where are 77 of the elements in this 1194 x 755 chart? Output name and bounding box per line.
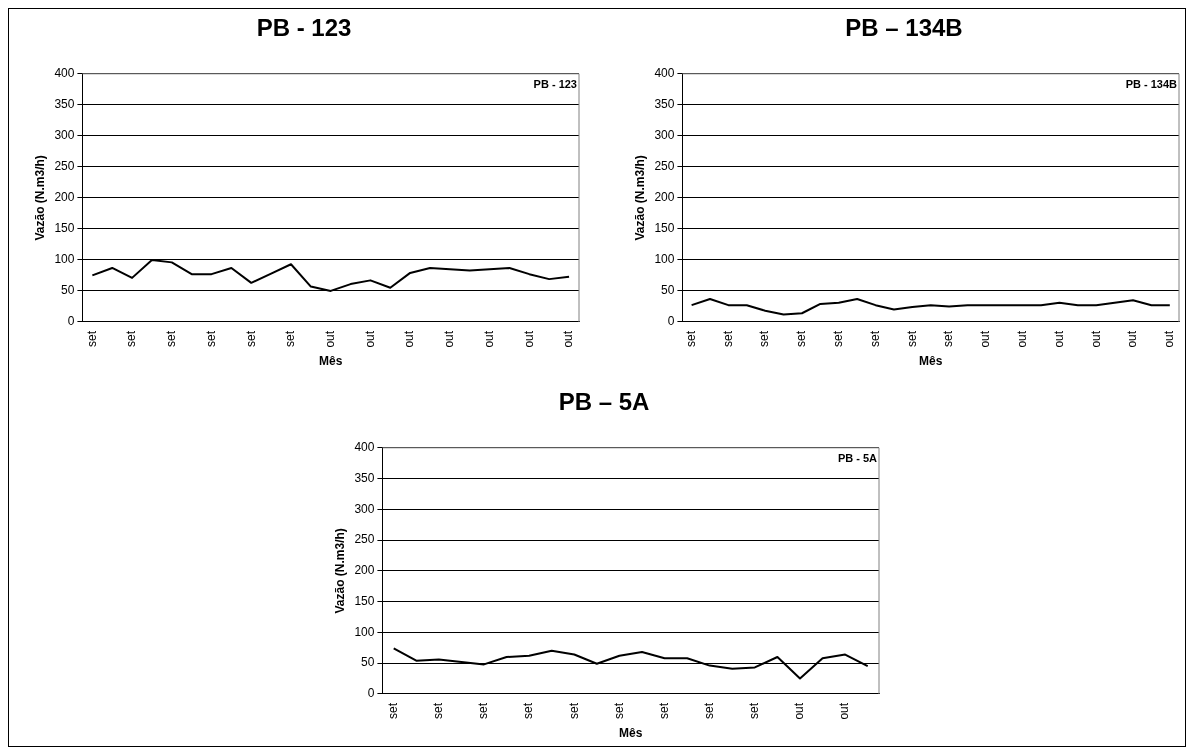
y-tick-label: 400: [354, 440, 375, 455]
x-tick-label: set: [124, 330, 139, 347]
y-tick-label: 100: [354, 624, 375, 639]
x-tick-label: set: [283, 330, 298, 347]
x-tick-label: out: [362, 330, 377, 348]
y-tick-label: 250: [54, 159, 75, 174]
x-tick-label: set: [521, 702, 536, 719]
y-tick-label: 150: [54, 221, 75, 236]
x-tick-label: set: [431, 702, 446, 719]
x-tick-label: out: [521, 330, 536, 348]
x-tick-label: set: [243, 330, 258, 347]
chart-title: PB - 123: [256, 14, 352, 42]
chart-title: PB – 5A: [558, 388, 650, 416]
y-tick-label: 300: [654, 128, 675, 143]
x-axis-title: Mês: [319, 354, 343, 369]
y-tick-label: 150: [654, 221, 675, 236]
y-tick-label: 250: [654, 159, 675, 174]
y-tick-label: 300: [354, 501, 375, 516]
y-tick-label: 50: [361, 655, 375, 670]
x-tick-label: set: [747, 702, 762, 719]
x-tick-label: set: [794, 330, 809, 347]
x-tick-label: out: [837, 702, 852, 720]
y-tick-label: 250: [354, 532, 375, 547]
y-tick-label: 0: [367, 686, 375, 701]
y-tick-label: 50: [61, 283, 75, 298]
y-tick-label: 100: [54, 252, 75, 267]
x-tick-label: out: [481, 330, 496, 348]
x-tick-label: set: [941, 330, 956, 347]
y-tick-label: 400: [54, 66, 75, 81]
x-tick-label: out: [442, 330, 457, 348]
y-axis-title: Vazão (N.m3/h): [632, 155, 647, 241]
chart-title: PB – 134B: [845, 14, 963, 42]
x-tick-label: out: [561, 330, 576, 348]
x-tick-label: out: [1125, 330, 1140, 348]
x-tick-label: out: [402, 330, 417, 348]
x-tick-label: set: [164, 330, 179, 347]
x-tick-label: set: [720, 330, 735, 347]
x-tick-label: set: [757, 330, 772, 347]
text: PB - 123: [533, 78, 577, 91]
x-tick-label: out: [323, 330, 338, 348]
y-tick-label: 350: [54, 97, 75, 112]
y-tick-label: 350: [354, 470, 375, 485]
y-tick-label: 300: [54, 128, 75, 143]
y-tick-label: 150: [354, 593, 375, 608]
x-axis-title: Mês: [619, 726, 643, 741]
x-tick-label: out: [1014, 330, 1029, 348]
x-tick-label: out: [1162, 330, 1177, 348]
y-tick-label: 200: [654, 190, 675, 205]
x-tick-label: set: [867, 330, 882, 347]
x-tick-label: out: [978, 330, 993, 348]
y-tick-label: 50: [661, 283, 675, 298]
x-tick-label: set: [683, 330, 698, 347]
x-tick-label: set: [702, 702, 717, 719]
x-tick-label: out: [1088, 330, 1103, 348]
x-axis-title: Mês: [919, 354, 943, 369]
text: PB - 5A: [837, 452, 878, 465]
y-tick-label: 0: [67, 314, 75, 329]
y-axis-title: Vazão (N.m3/h): [332, 528, 347, 614]
x-tick-label: set: [611, 702, 626, 719]
x-tick-label: out: [792, 702, 807, 720]
y-tick-label: 100: [654, 252, 675, 267]
y-tick-label: 350: [654, 97, 675, 112]
x-tick-label: set: [904, 330, 919, 347]
y-tick-label: 400: [654, 66, 675, 81]
x-tick-label: set: [831, 330, 846, 347]
x-tick-label: set: [84, 330, 99, 347]
y-tick-label: 0: [667, 314, 675, 329]
y-tick-label: 200: [54, 190, 75, 205]
x-tick-label: out: [1051, 330, 1066, 348]
x-tick-label: set: [566, 702, 581, 719]
x-tick-label: set: [656, 702, 671, 719]
x-tick-label: set: [386, 702, 401, 719]
text: PB - 134B: [1125, 78, 1178, 91]
y-axis-title: Vazão (N.m3/h): [32, 155, 47, 241]
x-tick-label: set: [476, 702, 491, 719]
x-tick-label: set: [203, 330, 218, 347]
y-tick-label: 200: [354, 563, 375, 578]
